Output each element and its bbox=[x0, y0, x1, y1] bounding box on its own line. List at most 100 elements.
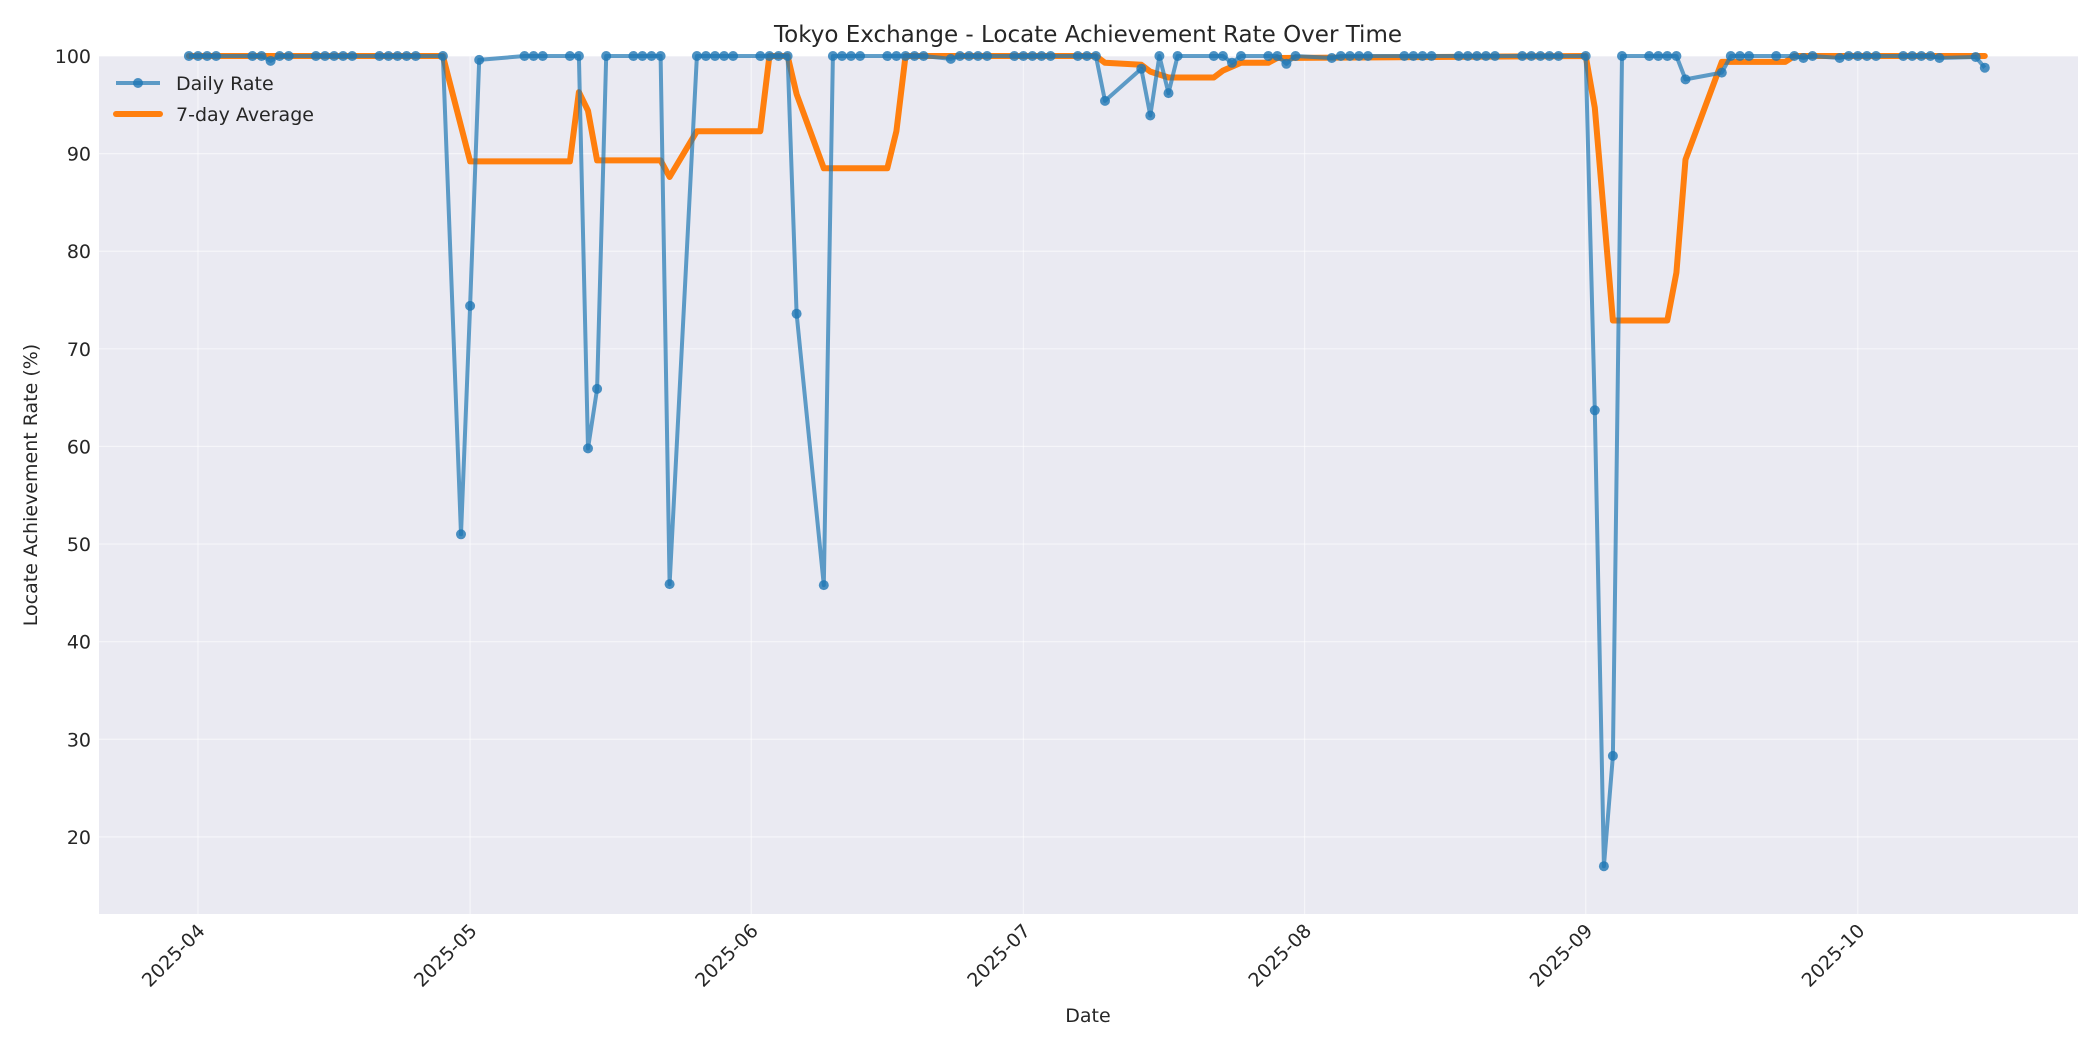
plot-area bbox=[99, 56, 2078, 914]
y-tick-label: 80 bbox=[67, 241, 91, 263]
daily-rate-point bbox=[1979, 62, 1990, 73]
daily-rate-point bbox=[846, 51, 856, 61]
daily-rate-point bbox=[392, 51, 403, 61]
daily-rate-point bbox=[1517, 51, 1528, 61]
daily-rate-point bbox=[1090, 51, 1101, 61]
series-layer bbox=[183, 51, 1990, 872]
daily-rate-point bbox=[1009, 51, 1020, 61]
daily-rate-point bbox=[1598, 861, 1609, 872]
daily-rate-point bbox=[773, 51, 784, 61]
daily-rate-point bbox=[1263, 51, 1274, 61]
daily-rate-point bbox=[909, 51, 920, 61]
daily-rate-point bbox=[1898, 51, 1909, 61]
daily-rate-point bbox=[437, 51, 448, 61]
daily-rate-point bbox=[274, 51, 285, 61]
daily-rate-point bbox=[1653, 51, 1664, 61]
daily-rate-point bbox=[573, 51, 584, 61]
daily-rate-point bbox=[1925, 51, 1936, 61]
daily-rate-point bbox=[347, 51, 358, 61]
daily-rate-point bbox=[1834, 53, 1845, 63]
daily-rate-point bbox=[1734, 51, 1745, 61]
daily-rate-point bbox=[1163, 88, 1174, 99]
daily-rate-point bbox=[211, 51, 222, 61]
daily-rate-point bbox=[837, 51, 847, 61]
daily-rate-point bbox=[1453, 51, 1464, 61]
daily-rate-point bbox=[719, 51, 730, 61]
daily-rate-point bbox=[664, 579, 675, 590]
daily-rate-point bbox=[202, 51, 213, 61]
daily-rate-point bbox=[528, 51, 539, 61]
daily-rate-point bbox=[1326, 53, 1337, 63]
daily-rate-point bbox=[1100, 95, 1110, 106]
daily-rate-point bbox=[728, 51, 739, 61]
daily-rate-point bbox=[1970, 52, 1981, 62]
daily-rate-point bbox=[1480, 51, 1491, 61]
daily-rate-point bbox=[1771, 51, 1782, 61]
daily-rate-point bbox=[1072, 51, 1083, 61]
daily-rate-point bbox=[1490, 51, 1500, 61]
daily-rate-point bbox=[691, 51, 702, 61]
daily-rate-point bbox=[827, 51, 838, 61]
daily-rate-point bbox=[1544, 51, 1555, 61]
daily-rate-point bbox=[1607, 750, 1618, 761]
daily-rate-point bbox=[1535, 51, 1546, 61]
chart-title: Tokyo Exchange - Locate Achievement Rate… bbox=[773, 22, 1402, 48]
legend-item-daily-rate: Daily Rate bbox=[116, 73, 274, 95]
daily-rate-point bbox=[465, 300, 476, 311]
daily-rate-point bbox=[1344, 51, 1355, 61]
daily-rate-point bbox=[1354, 51, 1364, 61]
daily-rate-point bbox=[265, 55, 276, 66]
daily-rate-point bbox=[1843, 51, 1854, 61]
y-tick-label: 90 bbox=[67, 144, 91, 166]
daily-rate-point bbox=[954, 51, 965, 61]
daily-rate-point bbox=[474, 54, 485, 65]
legend: Daily Rate 7-day Average bbox=[113, 73, 314, 126]
y-tick-label: 40 bbox=[67, 632, 91, 654]
daily-rate-point bbox=[791, 308, 802, 319]
daily-rate-point bbox=[1871, 51, 1881, 61]
daily-rate-point bbox=[338, 51, 349, 61]
daily-rate-point bbox=[401, 51, 412, 61]
daily-rate-point bbox=[1617, 51, 1627, 61]
daily-rate-point bbox=[193, 51, 203, 61]
daily-rate-point bbox=[1662, 51, 1673, 61]
daily-rate-point bbox=[1217, 51, 1228, 61]
daily-rate-point bbox=[1789, 51, 1800, 61]
daily-rate-point bbox=[1227, 57, 1237, 68]
y-tick-label: 70 bbox=[67, 339, 91, 361]
daily-rate-point bbox=[519, 51, 530, 61]
daily-rate-point bbox=[256, 51, 267, 61]
daily-rate-point bbox=[564, 51, 575, 61]
daily-rate-point bbox=[1798, 53, 1809, 63]
daily-rate-point bbox=[1363, 51, 1373, 61]
daily-rate-point bbox=[1725, 51, 1736, 61]
daily-rate-point bbox=[1417, 51, 1428, 61]
daily-rate-point bbox=[700, 51, 711, 61]
daily-rate-point bbox=[1526, 51, 1537, 61]
y-tick-label: 30 bbox=[67, 729, 91, 751]
y-tick-label: 50 bbox=[67, 534, 91, 556]
y-tick-label: 100 bbox=[55, 46, 91, 68]
daily-rate-point bbox=[945, 53, 956, 64]
daily-rate-point bbox=[818, 580, 829, 591]
daily-rate-point bbox=[1208, 51, 1219, 61]
daily-rate-point bbox=[329, 51, 340, 61]
daily-rate-point bbox=[782, 51, 793, 61]
daily-rate-point bbox=[1081, 51, 1092, 61]
daily-rate-point bbox=[764, 51, 775, 61]
daily-rate-point bbox=[900, 51, 911, 61]
x-tick-label: 2025-05 bbox=[410, 920, 482, 992]
daily-rate-point bbox=[310, 51, 321, 61]
daily-rate-point bbox=[982, 51, 993, 61]
seven-day-average-line bbox=[185, 53, 1988, 324]
daily-rate-point bbox=[1916, 51, 1927, 61]
y-tick-label: 20 bbox=[67, 827, 91, 849]
daily-rate-point bbox=[882, 51, 893, 61]
daily-rate-point bbox=[1861, 51, 1872, 61]
daily-rate-point bbox=[1471, 51, 1482, 61]
daily-rate-point bbox=[383, 51, 394, 61]
daily-rate-point bbox=[410, 51, 421, 61]
daily-rate-point bbox=[1408, 51, 1419, 61]
